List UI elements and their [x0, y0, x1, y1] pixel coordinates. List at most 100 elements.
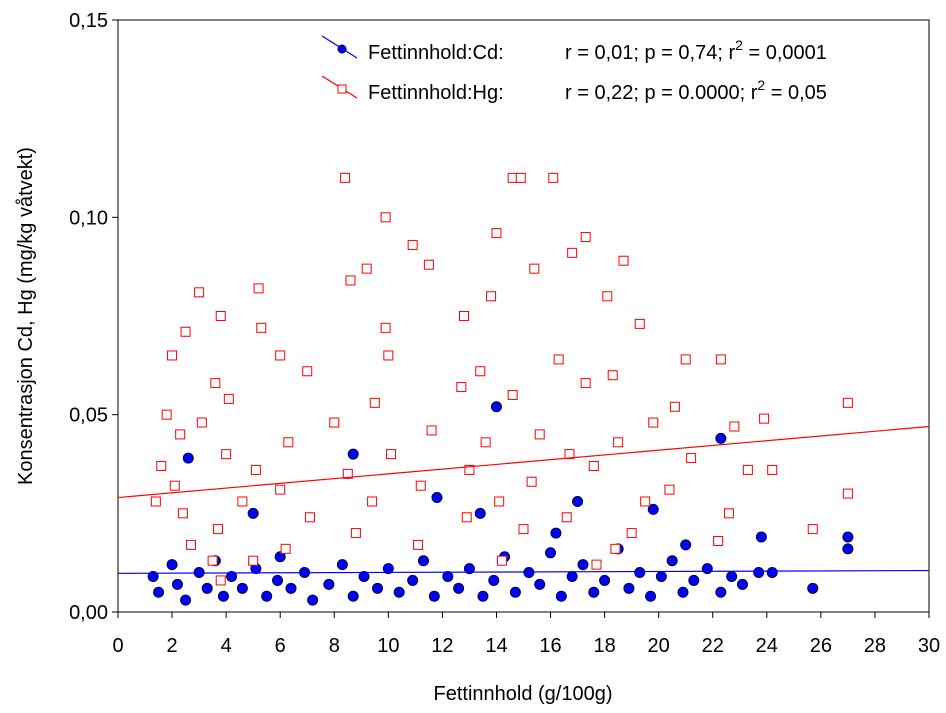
point: [566, 570, 578, 582]
x-tick-label: 16: [539, 635, 561, 657]
x-tick-label: 18: [593, 635, 615, 657]
point: [655, 570, 667, 582]
point: [194, 287, 205, 298]
point: [336, 559, 348, 571]
point: [201, 582, 213, 594]
x-tick-label: 2: [167, 635, 178, 657]
point: [701, 563, 713, 575]
point: [515, 172, 526, 183]
point: [442, 570, 454, 582]
point: [713, 535, 724, 546]
point: [302, 366, 313, 377]
x-tick-label: 20: [648, 635, 670, 657]
legend-stats: r = 0,22; p = 0.0000; r2 = 0,05: [565, 77, 827, 104]
point: [842, 531, 854, 543]
point: [723, 508, 734, 519]
point: [407, 574, 419, 586]
point: [431, 492, 443, 504]
point: [664, 484, 675, 495]
legend-label: Fettinnhold:Hg:: [368, 82, 504, 104]
point: [185, 539, 196, 550]
point: [177, 508, 188, 519]
x-tick-label: 24: [756, 635, 778, 657]
legend-label: Fettinnhold:Cd:: [368, 42, 504, 64]
x-tick-label: 0: [112, 635, 123, 657]
point: [490, 401, 502, 413]
point: [382, 563, 394, 575]
point: [647, 503, 659, 515]
point: [323, 578, 335, 590]
point: [369, 397, 380, 408]
point: [766, 567, 778, 579]
point: [588, 586, 600, 598]
point: [210, 378, 221, 389]
legend-stats: r = 0,01; p = 0,74; r2 = 0,0001: [565, 37, 827, 64]
point: [383, 350, 394, 361]
point: [329, 417, 340, 428]
point: [553, 354, 564, 365]
point: [393, 586, 405, 598]
point: [342, 468, 353, 479]
point: [474, 507, 486, 519]
legend-stats-sup: 2: [757, 77, 765, 93]
legend-marker: [337, 44, 347, 54]
point: [347, 590, 359, 602]
point: [274, 551, 286, 563]
point: [529, 263, 540, 274]
point: [213, 524, 224, 535]
point: [215, 311, 226, 321]
x-tick-label: 14: [485, 635, 507, 657]
point: [358, 570, 370, 582]
y-tick-label: 0,15: [69, 10, 108, 32]
point: [150, 496, 161, 507]
point: [275, 350, 286, 361]
point: [372, 582, 384, 594]
y-tick-label: 0,10: [69, 207, 108, 229]
point: [599, 574, 611, 586]
point: [580, 232, 591, 243]
point: [729, 421, 740, 432]
x-tick-label: 12: [431, 635, 453, 657]
point: [169, 480, 180, 491]
point: [572, 495, 584, 507]
point: [496, 555, 507, 566]
point: [215, 575, 226, 586]
point: [182, 452, 194, 464]
point: [463, 563, 475, 575]
point: [626, 528, 637, 539]
point: [275, 484, 286, 495]
point: [423, 259, 434, 270]
x-tick-label: 28: [864, 635, 886, 657]
point: [640, 496, 651, 507]
y-tick-label: 0,05: [69, 405, 108, 427]
point: [669, 401, 680, 412]
point: [426, 425, 437, 436]
point: [736, 578, 748, 590]
point: [491, 228, 502, 239]
point: [413, 539, 424, 550]
point: [171, 578, 183, 590]
legend-stats-text: = 0,05: [765, 82, 827, 104]
point: [283, 437, 294, 448]
point: [367, 496, 378, 507]
plot-frame: [117, 19, 930, 613]
point: [755, 531, 767, 543]
point: [648, 417, 659, 428]
point: [175, 429, 186, 440]
point: [550, 527, 562, 539]
point: [223, 393, 234, 404]
point: [507, 389, 518, 400]
point: [464, 464, 475, 475]
point: [613, 437, 624, 448]
point: [237, 496, 248, 507]
point: [545, 547, 557, 559]
point: [307, 594, 319, 606]
x-tick-label: 22: [702, 635, 724, 657]
point: [742, 464, 753, 475]
point: [588, 460, 599, 471]
point: [759, 413, 770, 424]
point: [221, 449, 232, 460]
point: [461, 512, 472, 523]
point: [602, 291, 613, 302]
point: [680, 539, 692, 551]
